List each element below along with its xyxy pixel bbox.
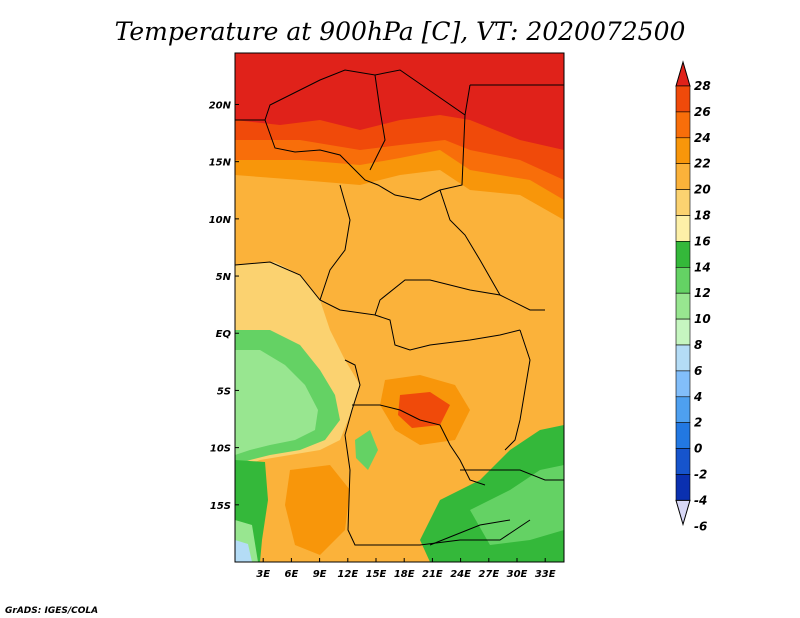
colorbar-label: -6	[694, 519, 707, 533]
border-angola-namibia	[344, 359, 531, 546]
field-22-24-south	[285, 465, 350, 555]
colorbar-segment	[675, 370, 691, 398]
colorbar-segment	[675, 85, 691, 113]
lon-label: 15E	[366, 569, 387, 580]
colorbar-label: -4	[694, 493, 707, 507]
border-drc-angola	[352, 404, 486, 486]
colorbar-label: 22	[694, 157, 711, 171]
colorbar-label: 8	[694, 338, 702, 352]
colorbar-bottom-arrow	[675, 499, 691, 527]
colorbar-label: -2	[694, 468, 707, 482]
lon-label: 21E	[422, 569, 443, 580]
colorbar-segment	[675, 344, 691, 372]
border-niger-chad	[369, 74, 386, 171]
field-26-28-core	[398, 392, 450, 428]
colorbar-segment	[675, 448, 691, 475]
temperature-field	[235, 53, 564, 562]
field-10-12-atlantic	[235, 350, 318, 455]
lon-label: 27E	[478, 569, 499, 580]
lon-label: 33E	[535, 569, 556, 580]
colorbar-label: 26	[694, 105, 711, 119]
colorbar-label: 18	[694, 209, 711, 223]
border-chad-libya	[464, 84, 471, 116]
lon-label: 18E	[394, 569, 415, 580]
colorbar-label: 14	[694, 260, 711, 274]
colorbar-segment	[675, 474, 691, 501]
lon-label: 3E	[256, 569, 270, 580]
lon-label: 24E	[450, 569, 471, 580]
country-borders	[235, 69, 564, 546]
colorbar-label: 6	[694, 364, 702, 378]
border-east-rift	[504, 329, 531, 451]
colorbar-segment	[675, 266, 691, 294]
latitude-labels: 20N 15N 10N 5N EQ 5S 10S 15S	[209, 100, 239, 512]
colorbar-label: 24	[694, 131, 711, 145]
border-congo	[374, 314, 521, 351]
colorbar-segment	[675, 396, 691, 423]
credit-text: GrADS: IGES/COLA	[5, 606, 98, 616]
colorbar-label: 12	[694, 286, 711, 300]
colorbar-segment	[675, 189, 691, 216]
colorbar-label: 4	[693, 390, 702, 404]
colorbar-segment	[675, 422, 691, 449]
border-sahel	[235, 69, 466, 201]
colorbar-label: 28	[694, 79, 711, 93]
border-botswana	[429, 519, 511, 546]
colorbar-top-arrow	[675, 60, 691, 87]
map-title: Temperature at 900hPa [C], VT: 202007250…	[115, 17, 686, 46]
field-28-plus	[235, 53, 564, 150]
lon-label: 30E	[507, 569, 528, 580]
field-12-14-se	[470, 465, 564, 545]
colorbar-segment	[675, 292, 691, 320]
field-6-8-sw	[235, 540, 252, 562]
lat-label: 20N	[209, 100, 232, 111]
lat-label: EQ	[216, 329, 232, 340]
lat-label: 10N	[209, 215, 232, 226]
lat-label: 5S	[217, 386, 231, 397]
lon-label: 12E	[337, 569, 358, 580]
temperature-map: 20N 15N 10N 5N EQ 5S 10S 15S 3E 6E 9E 12E 15E 18E 21E…	[209, 52, 565, 580]
colorbar-label: 10	[694, 312, 711, 326]
longitude-labels: 3E 6E 9E 12E 15E 18E 21E 24E 27E 30E 33E	[256, 558, 556, 580]
lat-label: 5N	[216, 272, 232, 283]
border-car-sudan	[439, 189, 501, 296]
colorbar-segment	[675, 163, 691, 190]
colorbar-segment	[675, 137, 691, 165]
colorbar-segment	[675, 241, 691, 268]
colorbar-label: 2	[694, 416, 702, 430]
map-frame	[234, 52, 565, 563]
field-12-14-angola	[355, 430, 378, 470]
colorbar-label: 0	[694, 442, 702, 456]
border-nigeria-cameroon	[319, 184, 351, 301]
colorbar-segment	[675, 111, 691, 139]
lon-label: 6E	[285, 569, 299, 580]
colorbar-label: 20	[694, 183, 711, 197]
lon-label: 9E	[313, 569, 327, 580]
lat-label: 15S	[210, 501, 231, 512]
lat-label: 10S	[210, 444, 231, 455]
colorbar-segment	[675, 215, 691, 242]
colorbar-label: 16	[694, 234, 711, 248]
border-zambia	[460, 469, 564, 481]
lat-label: 15N	[209, 158, 232, 169]
colorbar-segment	[675, 318, 691, 346]
